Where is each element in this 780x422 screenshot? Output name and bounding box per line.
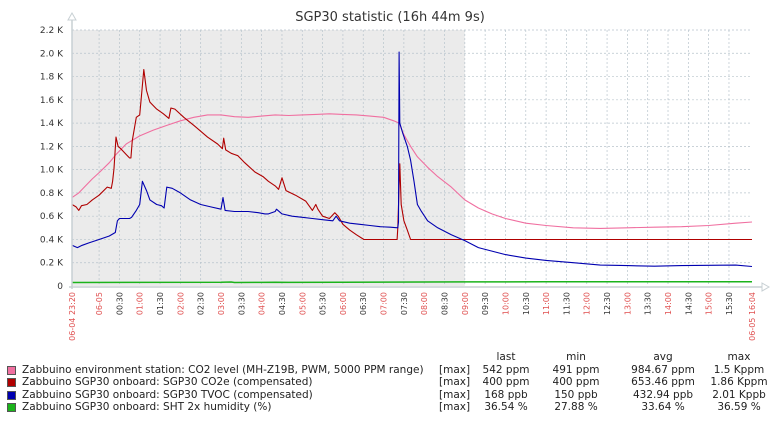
legend-header-min: min — [566, 351, 586, 363]
x-axis-ticks: 06-04 23:20 06-05 00:30 01:00 01:30 02:00 02:3… — [68, 292, 757, 341]
legend-item-max: 1.5 Kppm — [713, 363, 765, 376]
x-tick-label: 04:30 — [278, 292, 287, 315]
legend-item-function: [max] — [439, 388, 471, 401]
legend-item-min: 27.88 % — [554, 401, 598, 413]
y-tick-label: 2.2 K — [40, 26, 64, 36]
x-tick-label: 02:30 — [197, 292, 206, 315]
x-tick-label: 11:30 — [562, 292, 571, 315]
x-tick-label: 11:00 — [542, 292, 551, 315]
legend-header-avg: avg — [653, 351, 673, 363]
x-tick-label: 09:30 — [481, 292, 490, 315]
x-tick-label: 13:00 — [623, 292, 632, 315]
y-axis-ticks: 0 0.2 K 0.4 K 0.6 K 0.8 K 1.0 K 1.2 K 1.4 K 1.6 … — [40, 26, 64, 292]
x-axis-arrow-icon — [761, 282, 771, 292]
x-tick-label: 06:30 — [359, 292, 368, 315]
series-lines — [71, 51, 753, 284]
legend-row: Zabbuino SGP30 onboard: SHT 2x humidity … — [7, 401, 777, 414]
legend-item-function: [max] — [439, 401, 471, 413]
legend-item-last: 542 ppm — [482, 363, 530, 376]
x-tick-label: 05:00 — [298, 292, 307, 315]
y-tick-label: 0.2 K — [40, 259, 64, 269]
legend: last min avg max Zabbuino environment st… — [7, 351, 777, 414]
x-tick-label: 03:00 — [217, 292, 226, 315]
legend-item-last: 168 ppb — [484, 388, 528, 401]
legend-item-max: 1.86 Kppm — [710, 376, 768, 388]
legend-swatch — [7, 390, 16, 400]
y-tick-label: 1.0 K — [40, 166, 64, 176]
x-tick-label: 14:00 — [664, 292, 673, 315]
x-tick-label: 10:00 — [501, 292, 510, 315]
x-tick-label: 06-05 — [95, 292, 104, 315]
legend-item-function: [max] — [439, 363, 471, 376]
graph-canvas: SGP30 statistic (16h 44m 9s) 0 0.2 K 0.4 K… — [40, 10, 771, 341]
x-tick-label: 15:30 — [725, 292, 734, 315]
legend-row: Zabbuino SGP30 onboard: SGP30 CO2e (comp… — [7, 376, 777, 389]
legend-item-min: 400 ppm — [552, 376, 600, 388]
x-tick-label: 10:30 — [522, 292, 531, 315]
x-tick-label: 06-05 16:04 — [748, 292, 757, 341]
legend-header-max: max — [727, 351, 751, 363]
x-tick-label: 15:00 — [705, 292, 714, 315]
legend-item-avg: 432.94 ppb — [632, 388, 694, 401]
y-tick-label: 1.2 K — [40, 142, 64, 152]
legend-item-avg: 984.67 ppm — [631, 363, 695, 376]
x-tick-label: 08:00 — [420, 292, 429, 315]
x-tick-label: 14:30 — [684, 292, 693, 315]
legend-item-function: [max] — [439, 376, 471, 388]
x-tick-label: 05:30 — [319, 292, 328, 315]
y-axis-arrow-icon — [67, 11, 77, 21]
legend-item-min: 491 ppm — [552, 363, 600, 376]
x-tick-label: 06-04 23:20 — [68, 292, 77, 341]
x-tick-label: 01:00 — [136, 292, 145, 315]
series-line-2 — [71, 69, 752, 241]
legend-header-last: last — [496, 351, 516, 363]
legend-row: Zabbuino environment station: CO2 level … — [7, 364, 777, 377]
x-tick-label: 12:30 — [603, 292, 612, 315]
x-tick-label: 06:00 — [339, 292, 348, 315]
legend-item-last: 36.54 % — [484, 401, 528, 413]
axes — [67, 11, 771, 292]
y-tick-label: 0.4 K — [40, 235, 64, 245]
legend-item-max: 36.59 % — [717, 401, 761, 413]
x-tick-label: 02:00 — [176, 292, 185, 315]
legend-item-min: 150 ppb — [554, 388, 598, 401]
legend-item-last: 400 ppm — [482, 376, 530, 388]
x-tick-label: 01:30 — [156, 292, 165, 315]
series-line-4 — [71, 281, 752, 284]
series-line-3 — [71, 51, 753, 268]
grid — [72, 29, 752, 286]
legend-item-name: Zabbuino SGP30 onboard: SGP30 CO2e (comp… — [22, 376, 313, 388]
legend-item-name: Zabbuino SGP30 onboard: SHT 2x humidity … — [22, 401, 272, 413]
y-tick-label: 2.0 K — [40, 49, 64, 59]
y-tick-label: 1.6 K — [40, 96, 64, 106]
chart-title: SGP30 statistic (16h 44m 9s) — [295, 10, 485, 25]
x-tick-label: 08:30 — [441, 292, 450, 315]
x-tick-label: 07:00 — [380, 292, 389, 315]
x-tick-label: 03:30 — [237, 292, 246, 315]
legend-swatch — [7, 378, 16, 387]
legend-swatch — [7, 365, 16, 375]
series-line-1 — [71, 113, 753, 229]
legend-swatch — [7, 403, 16, 412]
x-tick-label: 04:00 — [258, 292, 267, 315]
legend-item-name: Zabbuino SGP30 onboard: SGP30 TVOC (comp… — [22, 388, 313, 401]
y-tick-label: 0 — [57, 282, 63, 292]
legend-header: last min avg max — [7, 351, 777, 364]
y-tick-label: 0.6 K — [40, 212, 64, 222]
x-tick-label: 13:30 — [644, 292, 653, 315]
y-tick-label: 1.8 K — [40, 73, 64, 83]
legend-item-name: Zabbuino environment station: CO2 level … — [22, 363, 424, 376]
y-tick-label: 1.4 K — [40, 119, 64, 129]
x-tick-label: 00:30 — [115, 292, 124, 315]
x-tick-label: 07:30 — [400, 292, 409, 315]
legend-item-max: 2.01 Kppb — [712, 388, 766, 401]
x-tick-label: 09:00 — [461, 292, 470, 315]
y-tick-label: 0.8 K — [40, 189, 64, 199]
legend-row: Zabbuino SGP30 onboard: SGP30 TVOC (comp… — [7, 389, 777, 402]
x-tick-label: 12:00 — [583, 292, 592, 315]
legend-item-avg: 33.64 % — [641, 401, 685, 413]
legend-item-avg: 653.46 ppm — [631, 376, 695, 388]
